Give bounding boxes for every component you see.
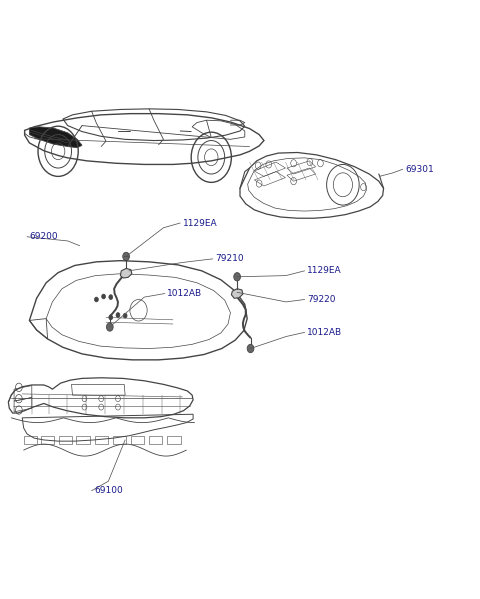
Text: 79220: 79220	[307, 295, 336, 304]
Polygon shape	[231, 289, 243, 298]
Circle shape	[234, 273, 240, 281]
Text: 1012AB: 1012AB	[307, 328, 342, 337]
Circle shape	[123, 252, 130, 261]
Text: 79210: 79210	[215, 255, 244, 264]
Text: 69301: 69301	[405, 165, 434, 174]
Circle shape	[107, 323, 113, 331]
Text: 1129EA: 1129EA	[307, 267, 342, 276]
Circle shape	[102, 294, 106, 299]
Circle shape	[123, 313, 127, 318]
Circle shape	[247, 344, 254, 353]
Text: 1129EA: 1129EA	[182, 219, 217, 228]
Polygon shape	[120, 268, 132, 278]
Polygon shape	[29, 127, 82, 148]
Circle shape	[95, 297, 98, 302]
Text: 69100: 69100	[94, 486, 123, 495]
Circle shape	[109, 295, 113, 300]
Text: 69200: 69200	[29, 232, 58, 241]
Text: 1012AB: 1012AB	[167, 289, 203, 298]
Circle shape	[109, 315, 113, 320]
Circle shape	[116, 313, 120, 317]
